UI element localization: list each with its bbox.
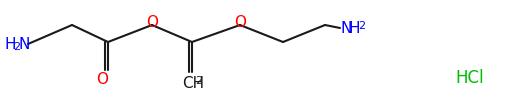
Text: HCl: HCl xyxy=(456,69,484,87)
Text: O: O xyxy=(146,15,158,29)
Text: O: O xyxy=(234,15,246,29)
Text: O: O xyxy=(96,73,108,88)
Text: CH: CH xyxy=(182,75,204,91)
Text: 2: 2 xyxy=(358,21,365,31)
Text: 2: 2 xyxy=(195,76,202,86)
Text: H: H xyxy=(5,36,16,52)
Text: H: H xyxy=(349,20,360,36)
Text: 2: 2 xyxy=(13,42,20,52)
Text: N: N xyxy=(340,20,351,36)
Text: N: N xyxy=(18,36,29,52)
